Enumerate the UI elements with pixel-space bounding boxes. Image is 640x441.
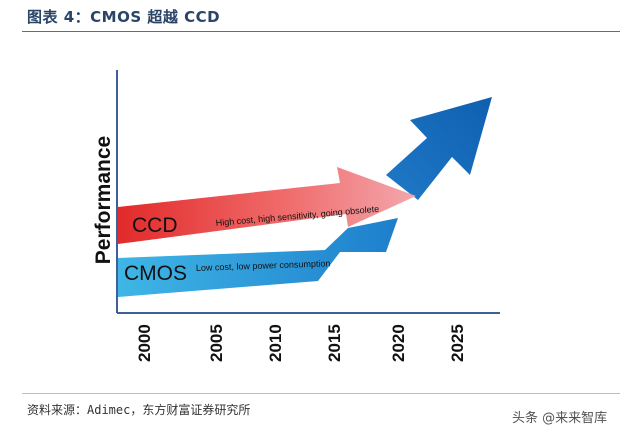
x-tick-2000: 2000 bbox=[135, 324, 154, 362]
x-tick-2020: 2020 bbox=[389, 324, 408, 362]
cmos-label: CMOS bbox=[124, 262, 187, 285]
x-tick-2010: 2010 bbox=[266, 324, 285, 362]
footer-divider bbox=[22, 393, 620, 394]
y-axis-label: Performance bbox=[92, 136, 115, 264]
x-tick-2025: 2025 bbox=[448, 324, 467, 362]
ccd-arrow bbox=[118, 167, 416, 244]
x-tick-labels: 2000 2005 2010 2015 2020 2025 bbox=[135, 324, 467, 362]
title-divider bbox=[22, 31, 620, 32]
source-note: 资料来源：Adimec，东方财富证券研究所 bbox=[27, 403, 251, 417]
x-tick-2015: 2015 bbox=[325, 324, 344, 362]
cmos-band bbox=[118, 218, 398, 297]
future-cmos-arrow bbox=[386, 97, 492, 200]
cmos-description: Low cost, low power consumption bbox=[196, 258, 331, 273]
x-tick-2005: 2005 bbox=[207, 324, 226, 362]
ccd-label: CCD bbox=[132, 214, 178, 237]
watermark-text: 头条 @来来智库 bbox=[512, 411, 608, 426]
figure-title: 图表 4：CMOS 超越 CCD bbox=[27, 8, 221, 26]
